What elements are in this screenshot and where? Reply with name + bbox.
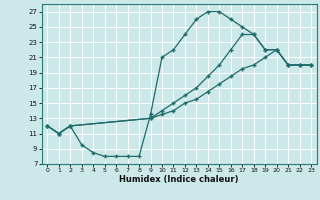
X-axis label: Humidex (Indice chaleur): Humidex (Indice chaleur) [119, 175, 239, 184]
